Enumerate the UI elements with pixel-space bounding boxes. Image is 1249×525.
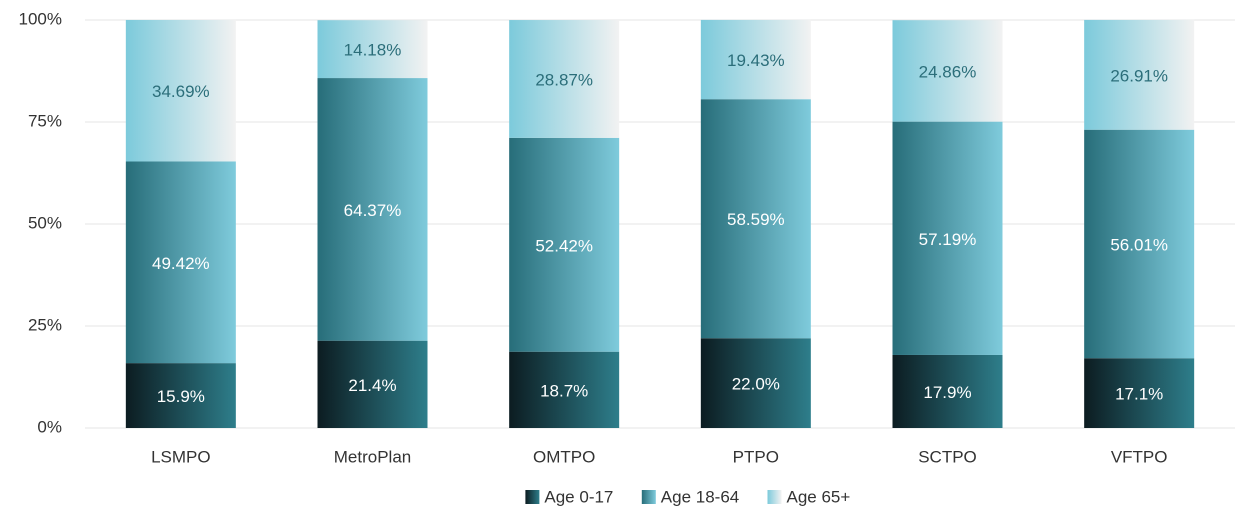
bar-segment — [125, 161, 236, 364]
data-label: 22.0% — [732, 375, 780, 394]
legend-label: Age 18-64 — [661, 487, 739, 506]
y-tick-label: 100% — [19, 9, 62, 28]
x-tick-label: LSMPO — [151, 447, 211, 466]
x-tick-label: PTPO — [733, 447, 779, 466]
data-label: 28.87% — [535, 70, 593, 89]
bar-segment — [509, 137, 620, 352]
bar-segment — [700, 99, 811, 339]
legend-label: Age 0-17 — [544, 487, 613, 506]
legend-swatch — [525, 490, 540, 504]
y-tick-label: 50% — [28, 213, 62, 232]
legend-label: Age 65+ — [787, 487, 851, 506]
bar-segment — [317, 20, 428, 79]
data-label: 52.42% — [535, 236, 593, 255]
data-label: 15.9% — [157, 387, 205, 406]
bar-segment — [509, 20, 620, 138]
legend-swatch — [641, 490, 656, 504]
x-tick-label: MetroPlan — [334, 447, 411, 466]
y-tick-label: 25% — [28, 315, 62, 334]
bar-segment — [892, 20, 1003, 122]
bar-segment — [509, 351, 620, 428]
data-label: 17.1% — [1115, 385, 1163, 404]
data-label: 49.42% — [152, 254, 210, 273]
data-label: 56.01% — [1110, 235, 1168, 254]
bar-segment — [125, 363, 236, 428]
bar-segment — [125, 19, 236, 162]
data-label: 18.7% — [540, 381, 588, 400]
bar-segment — [1084, 129, 1195, 359]
data-label: 58.59% — [727, 210, 785, 229]
data-label: 24.86% — [919, 62, 977, 81]
data-label: 19.43% — [727, 51, 785, 70]
data-label: 21.4% — [348, 376, 396, 395]
bar-segment — [1084, 19, 1195, 130]
x-tick-label: SCTPO — [918, 447, 977, 466]
bar-segment — [1084, 358, 1195, 428]
bar-segment — [700, 338, 811, 428]
legend-swatch — [767, 490, 782, 504]
x-tick-label: OMTPO — [533, 447, 595, 466]
bar-segment — [892, 354, 1003, 428]
bar-segment — [317, 340, 428, 428]
data-label: 34.69% — [152, 82, 210, 101]
x-tick-label: VFTPO — [1111, 447, 1168, 466]
data-label: 57.19% — [919, 230, 977, 249]
data-label: 26.91% — [1110, 66, 1168, 85]
y-tick-label: 0% — [37, 417, 62, 436]
bar-segment — [700, 19, 811, 100]
data-label: 17.9% — [923, 383, 971, 402]
bar-segment — [317, 78, 428, 341]
bar-segment — [892, 121, 1003, 355]
data-label: 14.18% — [344, 41, 402, 60]
data-label: 64.37% — [344, 201, 402, 220]
y-tick-label: 75% — [28, 111, 62, 130]
